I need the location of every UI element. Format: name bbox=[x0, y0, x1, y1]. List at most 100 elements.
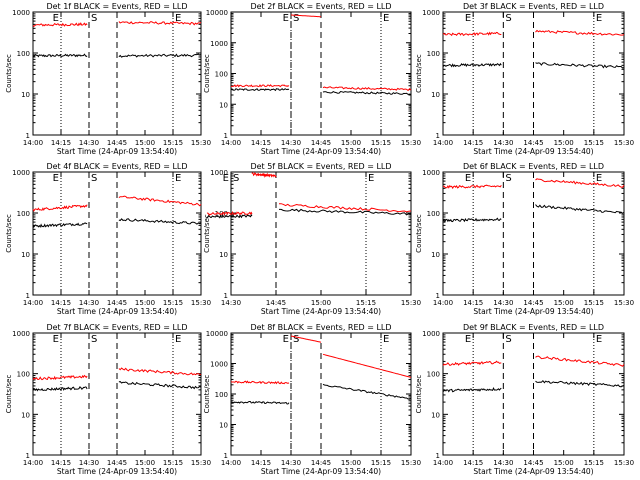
x-axis-label: Start Time (24-Apr-09 13:54:40) bbox=[473, 147, 593, 156]
x-tick-label: 14:30 bbox=[79, 299, 99, 307]
x-tick-label: 14:00 bbox=[221, 139, 241, 147]
marker-label-saa: S bbox=[293, 13, 299, 24]
x-axis-label: Start Time (24-Apr-09 13:54:40) bbox=[473, 467, 593, 476]
y-tick-label: 1 bbox=[436, 452, 440, 460]
lld-series bbox=[206, 211, 253, 216]
x-tick-label: 15:30 bbox=[401, 459, 421, 467]
x-axis-label: Start Time (24-Apr-09 13:54:40) bbox=[261, 467, 381, 476]
events-series bbox=[32, 386, 88, 392]
x-tick-label: 15:30 bbox=[614, 299, 634, 307]
events-series bbox=[535, 204, 625, 215]
lld-series bbox=[535, 178, 625, 188]
x-tick-label: 15:15 bbox=[163, 299, 183, 307]
x-tick-label: 14:45 bbox=[311, 139, 331, 147]
lld-series bbox=[231, 380, 290, 385]
x-tick-label: 15:30 bbox=[401, 139, 421, 147]
y-tick-label: 10 bbox=[21, 251, 30, 259]
x-tick-label: 14:15 bbox=[51, 459, 71, 467]
x-axis-label: Start Time (24-Apr-09 13:54:40) bbox=[473, 307, 593, 316]
y-tick-label: 100 bbox=[427, 210, 440, 218]
y-tick-label: 1 bbox=[436, 132, 440, 140]
y-tick-label: 100 bbox=[215, 71, 228, 79]
y-tick-label: 100 bbox=[427, 371, 440, 379]
panel-det-5: Det 5f BLACK = Events, RED = LLD11010010… bbox=[203, 162, 421, 316]
x-tick-label: 14:30 bbox=[493, 139, 513, 147]
marker-label-flare-start: E bbox=[465, 13, 471, 24]
events-series bbox=[442, 62, 502, 68]
y-axis-label: Counts/sec bbox=[5, 375, 13, 414]
marker-label-flare-end: E bbox=[383, 334, 389, 345]
x-tick-label: 15:15 bbox=[371, 139, 391, 147]
x-tick-label: 14:30 bbox=[493, 459, 513, 467]
lld-series bbox=[322, 86, 412, 92]
lld-series bbox=[230, 84, 290, 88]
x-tick-label: 14:45 bbox=[523, 299, 543, 307]
x-tick-label: 15:15 bbox=[584, 459, 604, 467]
x-tick-label: 14:15 bbox=[51, 139, 71, 147]
events-series bbox=[230, 401, 290, 405]
panel-det-4: Det 4f BLACK = Events, RED = LLD 1 10 100 10… bbox=[5, 162, 211, 316]
y-tick-label: 10 bbox=[219, 251, 228, 259]
panel-det-9: Det 9f BLACK = Events, RED = LLD 1 10 100 10… bbox=[415, 323, 634, 476]
x-tick-label: 15:15 bbox=[163, 459, 183, 467]
x-tick-label: 14:30 bbox=[281, 459, 301, 467]
x-axis-label: Start Time (24-Apr-09 13:54:40) bbox=[57, 307, 177, 316]
events-series bbox=[442, 387, 502, 393]
y-tick-label: 100 bbox=[17, 371, 30, 379]
x-tick-label: 15:00 bbox=[135, 459, 155, 467]
x-tick-label: 15:15 bbox=[584, 139, 604, 147]
marker-label-saa: S bbox=[505, 13, 511, 24]
lld-series bbox=[442, 360, 502, 366]
events-series bbox=[442, 217, 502, 223]
y-tick-label: 1000 bbox=[12, 330, 30, 338]
y-tick-label: 100 bbox=[215, 391, 228, 399]
marker-label-flare-end: E bbox=[596, 13, 602, 24]
marker-label-flare-start: E bbox=[53, 334, 59, 345]
y-tick-label: 10000 bbox=[206, 9, 228, 17]
x-tick-label: 15:30 bbox=[191, 299, 211, 307]
y-axis-label: Counts/sec bbox=[415, 54, 423, 93]
lld-series bbox=[118, 195, 202, 207]
lld-series bbox=[279, 203, 412, 213]
x-axis-label: Start Time (24-Apr-09 13:54:40) bbox=[57, 147, 177, 156]
x-tick-label: 14:00 bbox=[23, 459, 43, 467]
marker-label-saa: S bbox=[505, 334, 511, 345]
x-tick-label: 15:15 bbox=[356, 299, 376, 307]
y-tick-label: 10 bbox=[21, 91, 30, 99]
y-axis-label: Counts/sec bbox=[203, 375, 211, 414]
x-tick-label: 14:45 bbox=[266, 299, 286, 307]
events-series bbox=[118, 53, 202, 58]
y-tick-label: 1000 bbox=[12, 9, 30, 17]
y-tick-label: 10 bbox=[431, 251, 440, 259]
panel-title: Det 3f BLACK = Events, RED = LLD bbox=[463, 2, 604, 11]
x-tick-label: 14:15 bbox=[463, 459, 483, 467]
plot-frame bbox=[230, 171, 412, 296]
marker-label-flare-start: E bbox=[223, 173, 229, 184]
events-series bbox=[206, 213, 253, 219]
x-tick-label: 14:15 bbox=[51, 299, 71, 307]
lld-series bbox=[118, 21, 202, 26]
marker-label-flare-start: E bbox=[465, 173, 471, 184]
lld-series bbox=[118, 367, 202, 376]
lld-series bbox=[442, 184, 502, 190]
lld-series bbox=[251, 171, 277, 178]
marker-label-flare-start: E bbox=[465, 334, 471, 345]
marker-label-saa: S bbox=[91, 173, 97, 184]
marker-label-flare-start: E bbox=[53, 173, 59, 184]
panel-title: Det 6f BLACK = Events, RED = LLD bbox=[463, 162, 604, 171]
marker-label-flare-end: E bbox=[383, 13, 389, 24]
events-series bbox=[230, 88, 290, 92]
x-tick-label: 15:15 bbox=[371, 459, 391, 467]
x-tick-label: 14:45 bbox=[107, 139, 127, 147]
marker-label-flare-end: E bbox=[175, 334, 181, 345]
marker-label-flare-end: E bbox=[368, 173, 374, 184]
lld-series bbox=[442, 31, 502, 37]
panel-title: Det 7f BLACK = Events, RED = LLD bbox=[46, 323, 187, 332]
x-tick-label: 14:00 bbox=[433, 459, 453, 467]
x-tick-label: 15:15 bbox=[584, 299, 604, 307]
x-axis-label: Start Time (24-Apr-09 13:54:40) bbox=[261, 307, 381, 316]
x-tick-label: 14:00 bbox=[23, 299, 43, 307]
lld-series bbox=[322, 353, 412, 378]
lld-series bbox=[32, 374, 88, 381]
panel-det-6: Det 6f BLACK = Events, RED = LLD 1 10 100 10… bbox=[415, 162, 634, 316]
